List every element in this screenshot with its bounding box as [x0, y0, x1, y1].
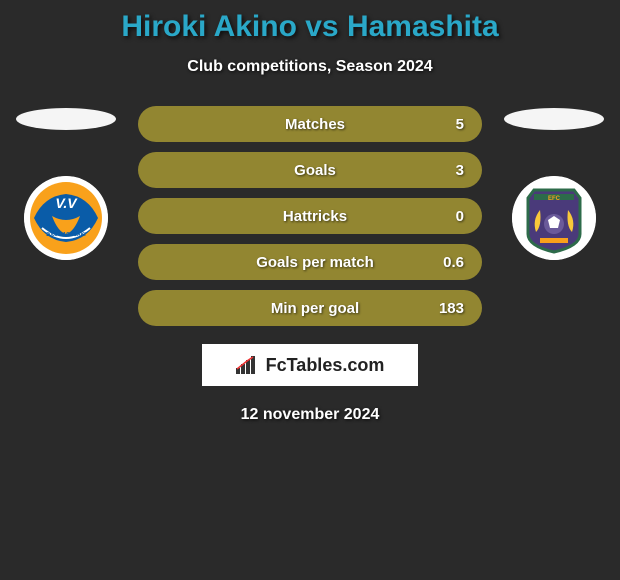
- svg-text:V.V: V.V: [55, 195, 78, 211]
- left-player-photo-placeholder: [16, 108, 116, 130]
- stat-label: Matches: [156, 116, 434, 133]
- right-player-col: EFC: [494, 106, 614, 260]
- brand-text: FcTables.com: [266, 355, 385, 376]
- stat-row-hattricks: Hattricks 0: [138, 198, 482, 234]
- stats-section: V.V 2005 NAGASAKI Matches 5 Goals 3 Hatt…: [0, 106, 620, 326]
- ehime-logo-icon: EFC: [512, 176, 596, 260]
- stat-value: 5: [434, 116, 464, 133]
- stat-label: Goals per match: [156, 254, 434, 271]
- stat-label: Min per goal: [156, 300, 434, 317]
- left-team-badge: V.V 2005 NAGASAKI: [24, 176, 108, 260]
- right-player-photo-placeholder: [504, 108, 604, 130]
- stat-row-goals: Goals 3: [138, 152, 482, 188]
- stat-row-matches: Matches 5: [138, 106, 482, 142]
- stat-value: 183: [434, 300, 464, 317]
- date-text: 12 november 2024: [0, 406, 620, 424]
- stat-value: 3: [434, 162, 464, 179]
- stat-row-mpg: Min per goal 183: [138, 290, 482, 326]
- left-player-col: V.V 2005 NAGASAKI: [6, 106, 126, 260]
- page-title: Hiroki Akino vs Hamashita: [0, 10, 620, 44]
- stat-label: Goals: [156, 162, 434, 179]
- brand-logo-box[interactable]: FcTables.com: [202, 344, 418, 386]
- stats-list: Matches 5 Goals 3 Hattricks 0 Goals per …: [138, 106, 482, 326]
- page-subtitle: Club competitions, Season 2024: [0, 58, 620, 76]
- stat-row-gpm: Goals per match 0.6: [138, 244, 482, 280]
- comparison-card: Hiroki Akino vs Hamashita Club competiti…: [0, 0, 620, 424]
- right-team-badge: EFC: [512, 176, 596, 260]
- stat-label: Hattricks: [156, 208, 434, 225]
- chart-icon: [236, 356, 260, 374]
- stat-value: 0.6: [434, 254, 464, 271]
- svg-text:EFC: EFC: [548, 196, 561, 202]
- stat-value: 0: [434, 208, 464, 225]
- vvaren-logo-icon: V.V 2005 NAGASAKI: [24, 176, 108, 260]
- svg-text:2005 NAGASAKI: 2005 NAGASAKI: [46, 232, 86, 238]
